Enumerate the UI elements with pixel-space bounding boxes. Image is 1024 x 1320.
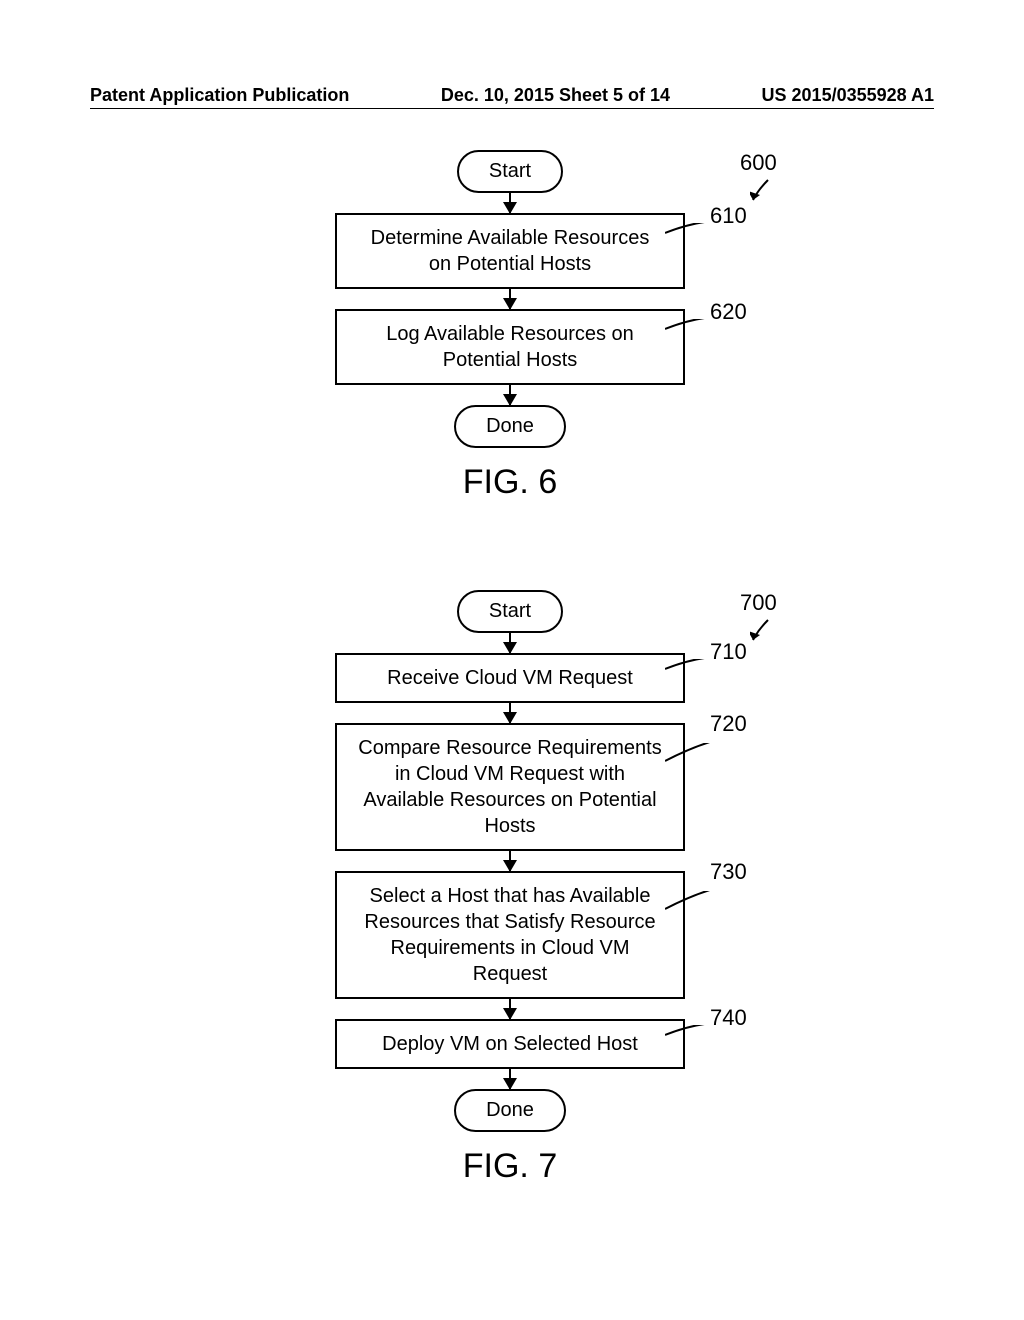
figure-6: 600 Start Determine Available Resources … (0, 150, 1024, 502)
callout-730 (665, 891, 715, 921)
callout-620 (665, 319, 715, 339)
arrow (509, 289, 511, 309)
callout-610 (665, 223, 715, 243)
fig7-step-710: Receive Cloud VM Request (335, 653, 685, 703)
ref-730: 730 (710, 859, 747, 885)
fig7-step-720: Compare Resource Requirements in Cloud V… (335, 723, 685, 851)
header-left: Patent Application Publication (90, 85, 349, 106)
ref-610: 610 (710, 203, 747, 229)
callout-720 (665, 743, 715, 773)
fig6-done: Done (454, 405, 566, 448)
ref-620: 620 (710, 299, 747, 325)
arrow (509, 703, 511, 723)
fig6-step-610: Determine Available Resources on Potenti… (335, 213, 685, 289)
arrow (509, 999, 511, 1019)
header-divider (90, 108, 934, 109)
fig7-done: Done (454, 1089, 566, 1132)
arrow (509, 1069, 511, 1089)
figure-7: 700 Start Receive Cloud VM Request 710 C… (0, 590, 1024, 1186)
fig6-start: Start (457, 150, 563, 193)
header-right: US 2015/0355928 A1 (762, 85, 934, 106)
fig6-step-620: Log Available Resources on Potential Hos… (335, 309, 685, 385)
arrow (509, 633, 511, 653)
ref-720: 720 (710, 711, 747, 737)
fig7-step-740: Deploy VM on Selected Host (335, 1019, 685, 1069)
callout-710 (665, 659, 715, 679)
arrow (509, 851, 511, 871)
header-middle: Dec. 10, 2015 Sheet 5 of 14 (441, 85, 670, 106)
fig7-start: Start (457, 590, 563, 633)
ref-740: 740 (710, 1005, 747, 1031)
fig7-step-730: Select a Host that has Available Resourc… (335, 871, 685, 999)
fig7-label: FIG. 7 (463, 1147, 557, 1186)
arrow (509, 193, 511, 213)
arrow (509, 385, 511, 405)
callout-740 (665, 1025, 715, 1045)
page-header: Patent Application Publication Dec. 10, … (90, 85, 934, 106)
ref-710: 710 (710, 639, 747, 665)
fig6-label: FIG. 6 (463, 463, 557, 502)
